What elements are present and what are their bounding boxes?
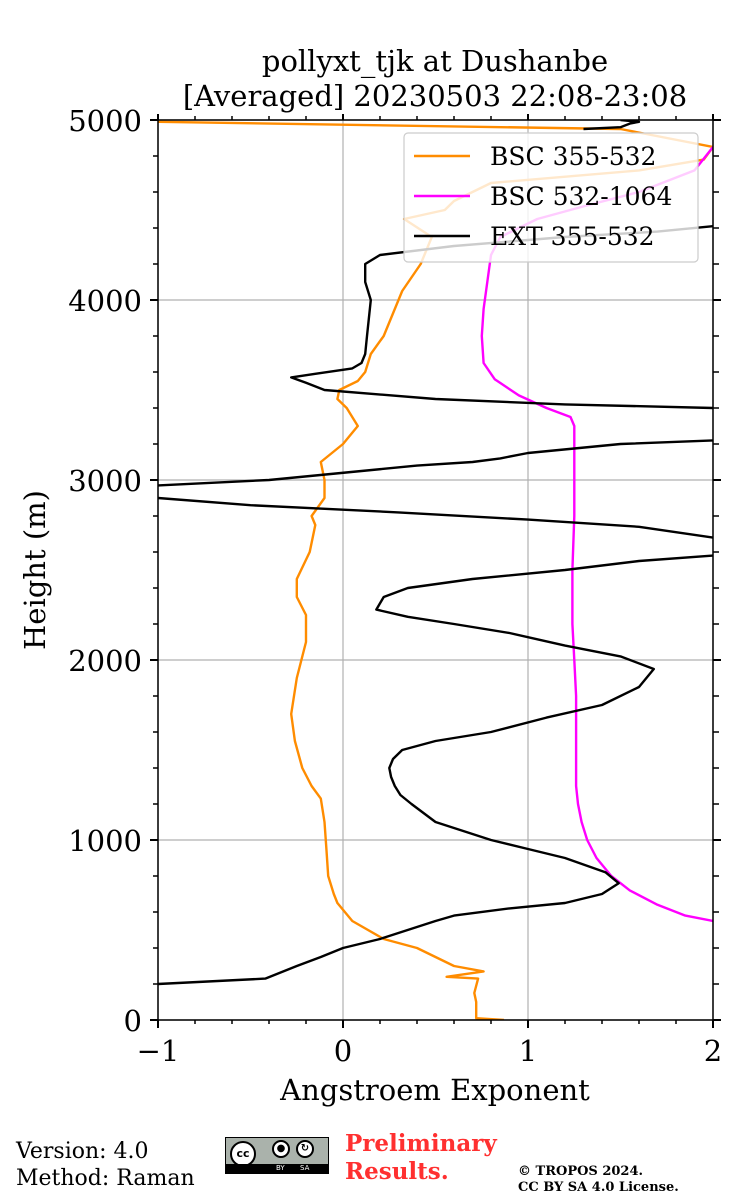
preliminary-results: Preliminary Results.	[345, 1130, 497, 1186]
footer-info: Version: 4.0 Method: Raman	[16, 1138, 195, 1192]
method-text: Method: Raman	[16, 1166, 195, 1191]
cc-license-badge[interactable]: cc ● ↻ BY SA	[225, 1137, 329, 1174]
y-tick-label-1: 1000	[68, 824, 142, 858]
y-tick-label-5: 5000	[68, 104, 142, 138]
series-line-2	[158, 554, 713, 986]
y-tick-label-0: 0	[124, 1004, 142, 1038]
angstroem-chart: pollyxt_tjk at Dushanbe [Averaged] 20230…	[18, 44, 722, 1107]
plot-frame	[157, 119, 714, 1021]
x-tick-label-1: 0	[334, 1034, 352, 1068]
legend-label-bsc-532-1064: BSC 532-1064	[490, 182, 672, 211]
x-tick-label-0: −1	[137, 1034, 180, 1068]
chart-subtitle: [Averaged] 20230503 22:08-23:08	[183, 79, 687, 113]
by-person-icon: ●	[272, 1140, 290, 1158]
cc-badge-bar	[226, 1164, 328, 1173]
chart-title: pollyxt_tjk at Dushanbe	[262, 44, 608, 79]
series-line-3	[158, 496, 713, 539]
y-tick-label-3: 3000	[68, 464, 142, 498]
cc-by-label: BY	[276, 1164, 285, 1172]
share-alike-icon: ↻	[296, 1140, 314, 1158]
x-tick-label-3: 2	[704, 1034, 722, 1068]
cc-sa-label: SA	[300, 1164, 310, 1172]
copyright-line-2: CC BY SA 4.0 License.	[518, 1180, 679, 1195]
preliminary-line-1: Preliminary	[345, 1130, 497, 1157]
legend: BSC 355-532 BSC 532-1064 EXT 355-532	[403, 132, 699, 263]
legend-label-ext-355-532: EXT 355-532	[490, 222, 655, 251]
preliminary-line-2: Results.	[345, 1158, 449, 1185]
y-tick-label-2: 2000	[68, 644, 142, 678]
y-tick-label-4: 4000	[68, 284, 142, 318]
y-axis-label: Height (m)	[18, 490, 52, 650]
x-tick-label-2: 1	[519, 1034, 537, 1068]
series-line-4	[158, 439, 713, 487]
series-line-6	[583, 120, 641, 131]
legend-box	[403, 132, 699, 263]
version-text: Version: 4.0	[16, 1139, 149, 1164]
legend-label-bsc-355-532: BSC 355-532	[490, 142, 656, 171]
series-line-1	[480, 146, 713, 923]
copyright-line-1: © TROPOS 2024.	[518, 1164, 644, 1179]
x-axis-label: Angstroem Exponent	[279, 1073, 590, 1107]
copyright: © TROPOS 2024. CC BY SA 4.0 License.	[518, 1164, 679, 1196]
